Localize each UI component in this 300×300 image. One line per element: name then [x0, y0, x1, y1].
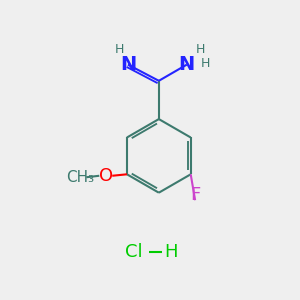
- Text: H: H: [200, 57, 210, 70]
- Text: CH₃: CH₃: [66, 170, 94, 185]
- Text: H: H: [195, 44, 205, 56]
- Text: H: H: [114, 43, 124, 56]
- Text: Cl: Cl: [125, 243, 142, 261]
- Text: O: O: [99, 167, 113, 185]
- Text: H: H: [164, 243, 177, 261]
- Text: N: N: [179, 55, 195, 74]
- Text: N: N: [120, 55, 136, 74]
- Text: F: F: [190, 186, 200, 204]
